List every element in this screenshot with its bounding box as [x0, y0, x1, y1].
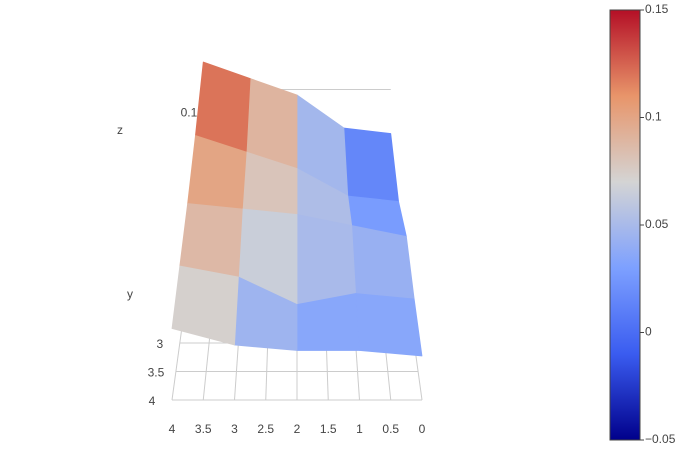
x-tick-label: 2: [294, 422, 301, 436]
surface-patch: [296, 214, 356, 305]
x-tick-label: 3: [231, 422, 238, 436]
x-tick-label: 2.5: [257, 422, 274, 436]
colorbar-tick-label: 0: [645, 325, 652, 339]
surface-patch: [179, 203, 243, 278]
y-axis-title: y: [127, 287, 133, 301]
z-axis-title: z: [117, 123, 123, 137]
surface-patch: [171, 265, 239, 346]
y-tick-label: 3: [156, 337, 163, 351]
surface: [171, 61, 423, 357]
x-tick-label: 0: [419, 422, 426, 436]
colorbar: [609, 9, 641, 441]
axis-labels: 4 3.5 3 2.5 2 1.5 1 0.5 0 3 3.5 4 0.1: [148, 106, 426, 437]
colorbar-tick-label: 0.05: [645, 217, 669, 231]
y-tick-label: 3.5: [148, 366, 165, 380]
x-tick-label: 1: [356, 422, 363, 436]
x-tick-label: 0.5: [382, 422, 399, 436]
x-tick-label: 3.5: [195, 422, 212, 436]
z-tick-label: 0.1: [181, 106, 198, 120]
x-tick-label: 4: [169, 422, 176, 436]
surface-patch: [343, 127, 399, 202]
colorbar-tick-label: 0.15: [645, 2, 669, 16]
surface-patch: [351, 225, 415, 300]
x-tick-label: 1.5: [320, 422, 337, 436]
surface-patch: [355, 293, 423, 357]
y-tick-label: 4: [149, 394, 156, 408]
colorbar-tick-label: −0.05: [645, 432, 676, 446]
colorbar-tick-label: 0.1: [645, 110, 662, 124]
